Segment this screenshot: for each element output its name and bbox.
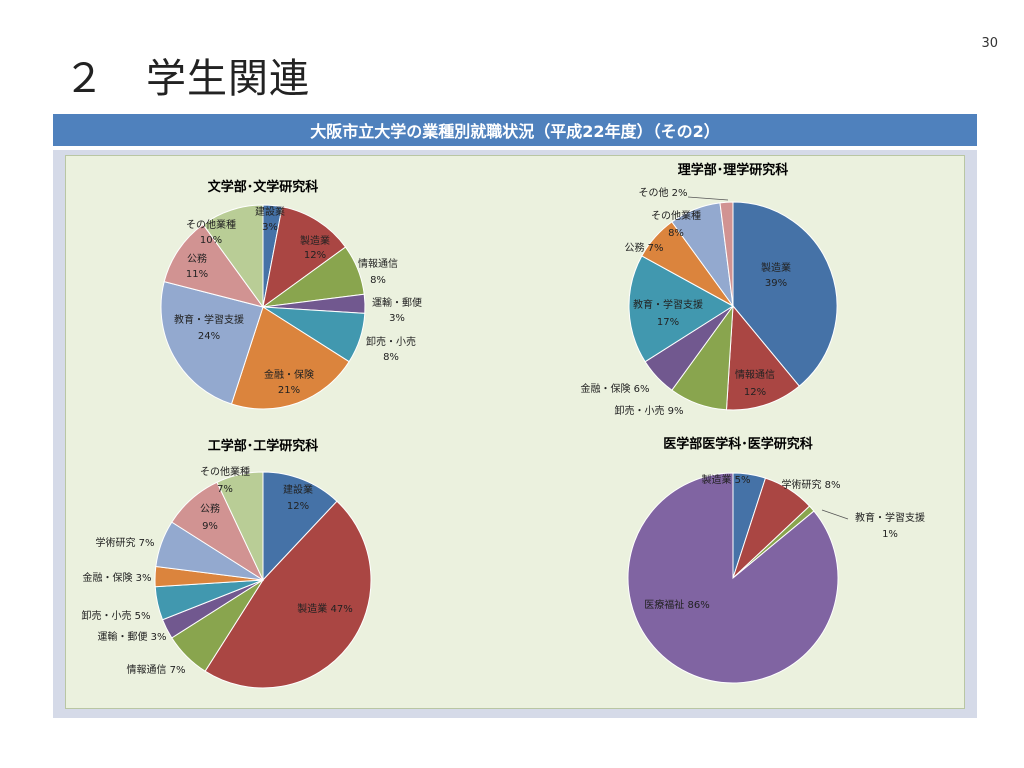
slice-name-label: 製造業 [300, 234, 330, 247]
slice-label: 医療福祉 86% [644, 598, 709, 611]
slice-name-label: 金融・保険 [264, 368, 314, 381]
slide-title: ２ 学生関連 [64, 56, 310, 102]
slice-name-label: 情報通信 [735, 368, 775, 381]
slice-value-label: 12% [287, 501, 309, 512]
pie-slice [163, 223, 265, 308]
slice-label: 卸売・小売 9% [614, 404, 683, 417]
slice-label: 製造業 5% [701, 473, 750, 486]
pie-slice [202, 204, 264, 309]
slice-label: 卸売・小売 5% [81, 609, 150, 622]
pie-slice [628, 255, 734, 363]
slice-value-label: 17% [657, 317, 679, 328]
pie-slice [719, 201, 734, 307]
slice-label: 金融・保険 6% [580, 382, 649, 395]
slice-name-label: 建設業 [255, 205, 285, 218]
chart-title: 医学部医学科･医学研究科 [663, 436, 813, 452]
pie-slice [204, 500, 372, 689]
pie-slice [732, 201, 838, 387]
slice-name-label: 運輸・郵便 [372, 296, 422, 309]
slice-value-label: 8% [383, 352, 399, 363]
leader-line [821, 509, 849, 520]
slice-name-label: 教育・学習支援 [633, 298, 703, 311]
slice-label: 情報通信 7% [126, 663, 185, 676]
slice-name-label: 建設業 [283, 483, 313, 496]
slice-label: 運輸・郵便 3% [97, 630, 166, 643]
page-number: 30 [981, 36, 998, 51]
slice-name-label: 公務 [187, 252, 207, 265]
pie-slice [262, 206, 347, 309]
slice-value-label: 39% [765, 278, 787, 289]
slice-value-label: 8% [370, 275, 386, 286]
slice-value-label: 9% [202, 521, 218, 532]
slice-label: その他 2% [638, 186, 687, 199]
slice-name-label: 情報通信 [358, 257, 398, 270]
slice-name-label: 公務 [200, 502, 220, 515]
slice-label: 製造業 47% [297, 602, 352, 615]
slice-value-label: 12% [304, 250, 326, 261]
slice-value-label: 8% [668, 228, 684, 239]
chart-title: 文学部･文学研究科 [208, 179, 319, 195]
pie-slice [627, 472, 839, 684]
slice-name-label: 教育・学習支援 [855, 511, 925, 524]
pie-slice [725, 304, 800, 411]
slice-label: 金融・保険 3% [82, 571, 151, 584]
banner: 大阪市立大学の業種別就職状況（平成22年度）（その2） [53, 114, 977, 146]
slice-name-label: その他業種 [200, 465, 250, 478]
slice-label: 公務 7% [624, 241, 663, 254]
slice-value-label: 3% [262, 222, 278, 233]
slice-value-label: 7% [217, 484, 233, 495]
slice-value-label: 3% [389, 313, 405, 324]
slice-value-label: 24% [198, 331, 220, 342]
chart-title: 工学部･工学研究科 [208, 438, 319, 454]
slice-label: 学術研究 7% [95, 536, 154, 549]
slice-name-label: 卸売・小売 [366, 335, 416, 348]
chart-title: 理学部･理学研究科 [678, 162, 789, 178]
slice-name-label: 製造業 [761, 261, 791, 274]
pie-slice [230, 306, 350, 410]
banner-text: 大阪市立大学の業種別就職状況（平成22年度）（その2） [310, 122, 720, 141]
leader-line [687, 196, 729, 201]
slice-name-label: その他業種 [186, 218, 236, 231]
slice-value-label: 21% [278, 385, 300, 396]
slice-value-label: 11% [186, 269, 208, 280]
slice-value-label: 12% [744, 387, 766, 398]
slice-name-label: 教育・学習支援 [174, 313, 244, 326]
pie-slice [262, 471, 338, 582]
slice-value-label: 10% [200, 235, 222, 246]
pie-slice [160, 281, 264, 405]
slice-label: 学術研究 8% [781, 478, 840, 491]
slice-value-label: 1% [882, 529, 898, 540]
pie-slice [216, 471, 264, 581]
slice-name-label: その他業種 [651, 209, 701, 222]
